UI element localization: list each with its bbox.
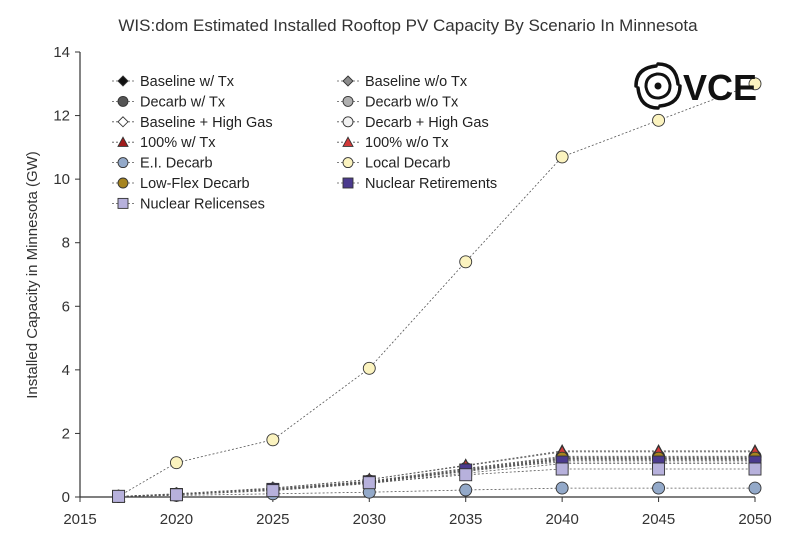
legend-item-nuclear-retirements: Nuclear Retirements (337, 176, 497, 192)
y-tick-label: 2 (62, 425, 70, 442)
legend-label: Baseline w/o Tx (365, 74, 468, 90)
x-tick-label: 2045 (642, 511, 675, 528)
y-tick-label: 10 (53, 171, 70, 188)
legend-label: E.I. Decarb (140, 156, 213, 172)
data-point (459, 255, 473, 269)
swirl-icon (634, 62, 682, 110)
legend-item-decarb-high-gas: Decarb + High Gas (337, 115, 489, 131)
y-ticks: 0 2 4 6 8 10 12 14 (53, 44, 80, 506)
y-tick-label: 8 (62, 235, 70, 252)
data-point (748, 462, 762, 476)
legend-item-local-decarb: Local Decarb (337, 156, 450, 172)
data-point (652, 113, 666, 127)
y-axis-label: Installed Capacity in Minnesota (GW) (24, 151, 41, 399)
legend-label: Decarb w/o Tx (365, 94, 459, 110)
series-line (118, 468, 755, 497)
legend-marker (117, 177, 129, 189)
x-tick-label: 2050 (738, 511, 771, 528)
logo-text: VCE (683, 67, 757, 108)
series-line (118, 451, 755, 497)
legend-marker (117, 75, 129, 87)
legend: Baseline w/ Tx Baseline w/o Tx Decarb w/ T… (112, 74, 497, 212)
data-point (169, 488, 183, 502)
legend-label: Nuclear Retirements (365, 176, 497, 192)
series-line (118, 461, 755, 497)
data-point (555, 150, 569, 164)
data-point (748, 77, 762, 91)
x-ticks: 2015 2020 2025 2030 2035 2040 2045 2050 (63, 497, 772, 528)
data-point (169, 456, 183, 470)
x-tick-label: 2035 (449, 511, 482, 528)
axes (79, 52, 755, 498)
y-tick-label: 0 (62, 489, 70, 506)
legend-item-baseline-w-tx: Baseline w/ Tx (112, 74, 235, 90)
series-line (118, 83, 756, 497)
legend-label: Baseline + High Gas (140, 115, 273, 131)
vce-logo: VCE (634, 62, 757, 110)
data-point (459, 468, 473, 482)
chart-title: WIS:dom Estimated Installed Rooftop PV C… (118, 16, 698, 35)
legend-marker (342, 75, 354, 87)
legend-item-baseline-w-o-tx: Baseline w/o Tx (337, 74, 468, 90)
legend-label: Baseline w/ Tx (140, 74, 235, 90)
legend-label: Decarb w/ Tx (140, 94, 226, 110)
data-point (459, 483, 473, 497)
x-tick-label: 2025 (256, 511, 289, 528)
legend-label: Nuclear Relicenses (140, 196, 265, 212)
data-point (652, 462, 666, 476)
data-point (748, 481, 762, 495)
legend-marker (117, 136, 129, 147)
legend-item-decarb-w-o-tx: Decarb w/o Tx (337, 94, 459, 110)
legend-marker (342, 136, 354, 147)
legend-label: 100% w/o Tx (365, 135, 449, 151)
y-tick-label: 4 (62, 362, 70, 379)
data-point (266, 433, 280, 447)
legend-marker (342, 95, 354, 107)
data-point (362, 476, 376, 490)
legend-marker (117, 116, 129, 128)
legend-marker (342, 177, 354, 189)
legend-marker (117, 157, 129, 169)
legend-label: Decarb + High Gas (365, 115, 489, 131)
series-layer (111, 77, 762, 504)
legend-item-100-w-tx: 100% w/ Tx (112, 135, 216, 151)
legend-marker (342, 157, 354, 169)
legend-label: 100% w/ Tx (140, 135, 216, 151)
legend-label: Local Decarb (365, 156, 450, 172)
y-tick-label: 12 (53, 108, 70, 125)
x-tick-label: 2015 (63, 511, 96, 528)
data-point (112, 489, 126, 503)
series-nuclear-relicenses (112, 462, 762, 503)
x-tick-label: 2030 (353, 511, 386, 528)
legend-item-low-flex-decarb: Low-Flex Decarb (112, 176, 250, 192)
series-line (118, 487, 755, 497)
legend-item-e-i-decarb: E.I. Decarb (112, 156, 213, 172)
x-tick-label: 2020 (160, 511, 193, 528)
x-tick-label: 2040 (545, 511, 578, 528)
data-point (362, 361, 376, 375)
y-tick-label: 6 (62, 298, 70, 315)
legend-item-decarb-w-tx: Decarb w/ Tx (112, 94, 226, 110)
data-point (266, 484, 280, 498)
data-point (555, 481, 569, 495)
data-point (555, 462, 569, 476)
legend-item-baseline-high-gas: Baseline + High Gas (112, 115, 273, 131)
legend-item-100-w-o-tx: 100% w/o Tx (337, 135, 449, 151)
legend-item-nuclear-relicenses: Nuclear Relicenses (112, 196, 265, 212)
legend-marker (117, 95, 129, 107)
legend-marker (342, 116, 354, 128)
legend-label: Low-Flex Decarb (140, 176, 250, 192)
y-tick-label: 14 (53, 44, 70, 61)
data-point (652, 481, 666, 495)
series-e-i-decarb (112, 481, 762, 503)
legend-marker (117, 197, 129, 209)
